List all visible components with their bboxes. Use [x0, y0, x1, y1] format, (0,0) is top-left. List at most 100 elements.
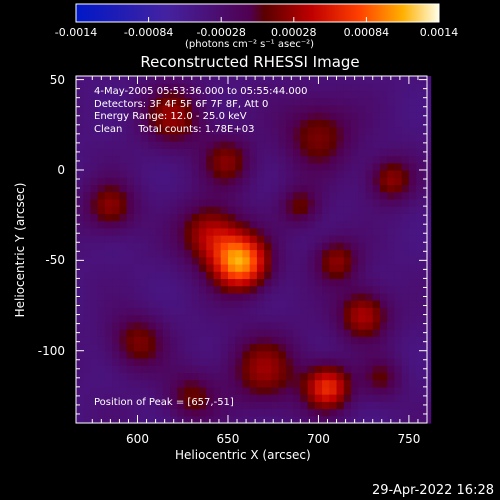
heatmap-cell	[343, 256, 352, 265]
heatmap-cell	[387, 155, 396, 164]
heatmap-cell	[227, 148, 236, 157]
heatmap-cell	[358, 184, 367, 193]
heatmap-cell	[372, 372, 381, 381]
x-tick-label: 750	[397, 432, 421, 446]
heatmap-cell	[401, 76, 410, 84]
heatmap-cell	[343, 177, 352, 186]
heatmap-cell	[358, 220, 367, 229]
heatmap-cell	[184, 220, 193, 229]
heatmap-cell	[90, 285, 99, 294]
heatmap-cell	[235, 97, 244, 106]
heatmap-cell	[235, 104, 244, 113]
heatmap-cell	[365, 379, 374, 388]
heatmap-cell	[351, 278, 359, 287]
heatmap-cell	[264, 141, 272, 149]
heatmap-cell	[343, 394, 352, 402]
heatmap-cell	[300, 292, 309, 301]
heatmap-cell	[285, 321, 294, 330]
heatmap-cell	[336, 133, 345, 142]
heatmap-cell	[112, 76, 121, 84]
heatmap-cell	[372, 148, 381, 157]
heatmap-cell	[365, 126, 374, 135]
heatmap-cell	[408, 408, 417, 417]
heatmap-cell	[307, 206, 316, 214]
heatmap-cell	[162, 415, 171, 424]
heatmap-cell	[220, 292, 229, 301]
heatmap-cell	[90, 126, 99, 135]
heatmap-cell	[213, 386, 222, 395]
heatmap-cell	[177, 235, 186, 243]
heatmap-cell	[242, 300, 251, 308]
heatmap-cell	[199, 162, 207, 171]
heatmap-cell	[90, 408, 99, 417]
heatmap-cell	[133, 365, 142, 373]
heatmap-cell	[394, 119, 403, 128]
heatmap-cell	[213, 350, 222, 359]
heatmap-cell	[379, 401, 388, 410]
heatmap-cell	[336, 184, 345, 193]
heatmap-cell	[97, 278, 106, 287]
heatmap-cell	[351, 198, 359, 207]
heatmap-cell	[285, 379, 294, 388]
heatmap-cell	[148, 90, 157, 99]
heatmap-cell	[387, 227, 396, 236]
heatmap-cell	[358, 256, 367, 265]
heatmap-cell	[177, 242, 186, 251]
heatmap-cell	[220, 314, 229, 323]
heatmap-cell	[394, 112, 403, 120]
heatmap-cell	[90, 155, 99, 164]
heatmap-cell	[249, 148, 258, 157]
heatmap-cell	[235, 263, 244, 272]
heatmap-cell	[408, 198, 417, 207]
heatmap-cell	[329, 314, 338, 323]
heatmap-cell	[112, 126, 121, 135]
heatmap-cell	[126, 394, 135, 402]
heatmap-cell	[408, 227, 417, 236]
heatmap-cell	[90, 329, 99, 337]
heatmap-cell	[206, 119, 215, 128]
heatmap-cell	[300, 90, 309, 99]
heatmap-cell	[256, 372, 265, 381]
heatmap-cell	[322, 336, 330, 345]
heatmap-cell	[322, 314, 330, 323]
heatmap-cell	[206, 249, 215, 258]
heatmap-cell	[394, 141, 403, 149]
heatmap-cell	[293, 350, 301, 359]
heatmap-cell	[351, 191, 359, 200]
heatmap-cell	[104, 314, 113, 323]
heatmap-cell	[133, 357, 142, 366]
heatmap-cell	[365, 300, 374, 308]
heatmap-cell	[249, 336, 258, 345]
heatmap-cell	[199, 213, 207, 222]
heatmap-cell	[227, 285, 236, 294]
heatmap-cell	[401, 278, 410, 287]
heatmap-cell	[365, 285, 374, 294]
heatmap-cell	[343, 285, 352, 294]
heatmap-cell	[408, 90, 417, 99]
heatmap-cell	[408, 386, 417, 395]
heatmap-cell	[307, 357, 316, 366]
heatmap-cell	[162, 148, 171, 157]
heatmap-cell	[235, 227, 244, 236]
heatmap-cell	[227, 206, 236, 214]
heatmap-cell	[372, 242, 381, 251]
heatmap-cell	[83, 155, 92, 164]
heatmap-cell	[408, 263, 417, 272]
heatmap-cell	[358, 97, 367, 106]
heatmap-cell	[329, 401, 338, 410]
heatmap-cell	[401, 97, 410, 106]
heatmap-cell	[249, 169, 258, 178]
heatmap-cell	[155, 415, 164, 424]
heatmap-cell	[293, 119, 301, 128]
heatmap-cell	[379, 394, 388, 402]
heatmap-cell	[104, 379, 113, 388]
heatmap-cell	[285, 242, 294, 251]
heatmap-cell	[249, 112, 258, 120]
heatmap-cell	[126, 141, 135, 149]
heatmap-cell	[387, 249, 396, 258]
heatmap-cell	[162, 213, 171, 222]
heatmap-cell	[372, 104, 381, 113]
heatmap-cell	[220, 329, 229, 337]
heatmap-cell	[133, 379, 142, 388]
heatmap-cell	[300, 271, 309, 280]
